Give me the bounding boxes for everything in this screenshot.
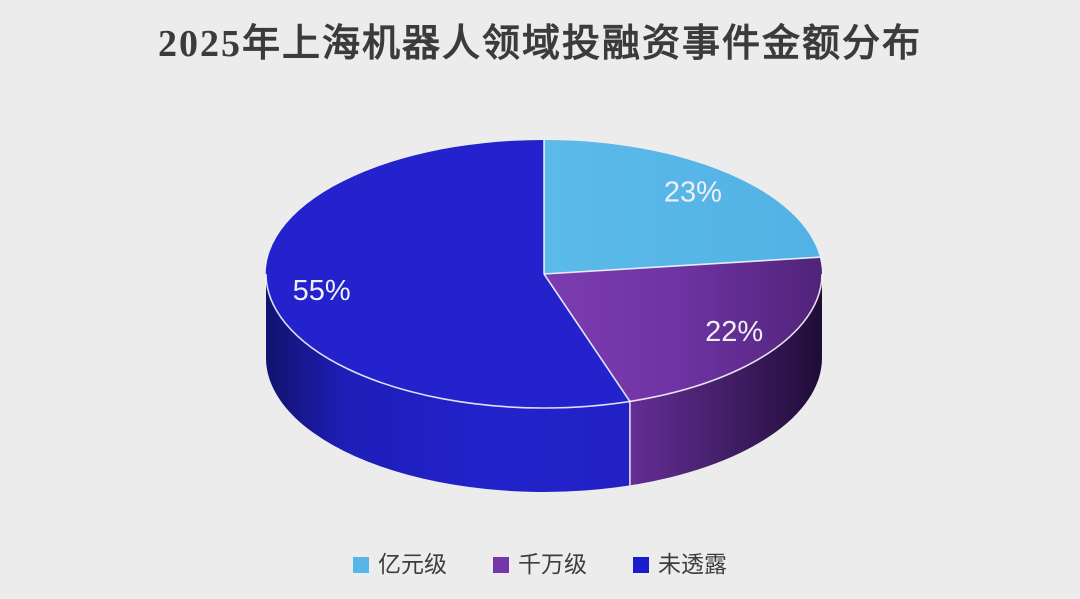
legend-label: 亿元级: [378, 552, 447, 577]
legend-swatch-icon: [353, 556, 369, 573]
pie-front-rim: [265, 273, 823, 409]
slice-data-label-1: 22%: [705, 316, 763, 348]
pie-slice-top-1: [544, 257, 822, 402]
pie-slice-side-2: [266, 274, 630, 492]
slice-boundary-line: [543, 273, 631, 402]
slice-data-label-0: 23%: [664, 177, 722, 209]
legend-swatch-icon: [493, 556, 509, 573]
pie-slice-top-0: [544, 140, 820, 274]
chart-legend: 亿元级 千万级 未透露: [0, 553, 1080, 576]
slice-data-label-2: 55%: [293, 275, 351, 307]
pie-slice-top-2: [265, 139, 630, 408]
legend-item-yiyuanji: 亿元级: [353, 553, 447, 576]
slice-boundary-line: [543, 256, 820, 275]
legend-label: 千万级: [518, 552, 587, 577]
pie-slice-side-1: [629, 274, 822, 486]
chart-title: 2025年上海机器人领域投融资事件金额分布: [157, 23, 922, 65]
legend-label: 未透露: [658, 552, 727, 577]
legend-swatch-icon: [633, 556, 649, 573]
legend-item-weitoulu: 未透露: [633, 553, 727, 576]
legend-item-qianwanji: 千万级: [493, 553, 587, 576]
